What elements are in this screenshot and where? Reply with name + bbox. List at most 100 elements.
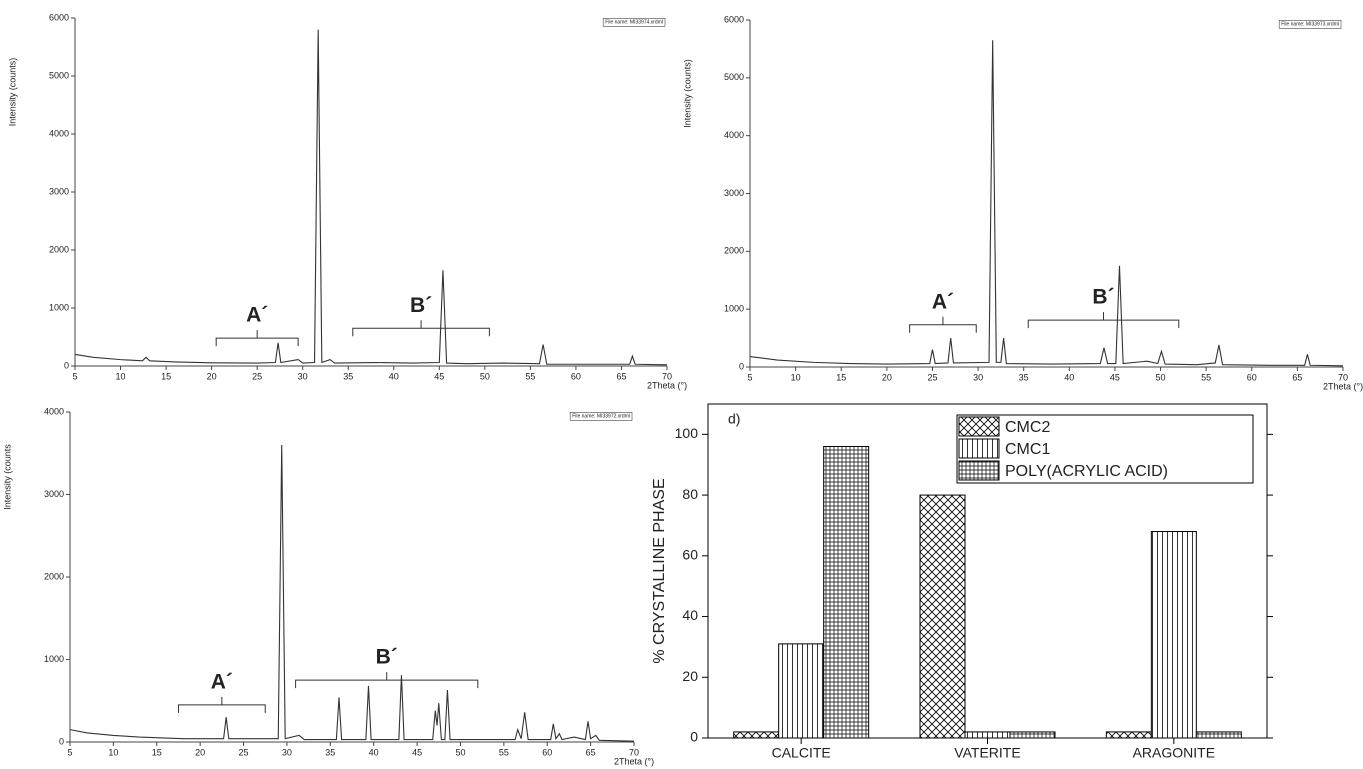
x-tick-label: 15 (836, 372, 846, 382)
y-tick-label: 6000 (724, 14, 744, 24)
y-tick-label: 1000 (49, 302, 69, 312)
x-tick-label: 70 (629, 747, 639, 757)
bar (733, 731, 780, 739)
x-tick-label: 10 (791, 372, 801, 382)
x-tick-label: 35 (1019, 372, 1029, 382)
annotation: A´ (932, 290, 954, 313)
legend-label: CMC1 (1005, 441, 1050, 458)
x-tick-label: 30 (282, 747, 292, 757)
legend-swatch (958, 460, 1000, 481)
bracket (215, 330, 299, 347)
bracket (295, 672, 479, 689)
x-tick-label: 25 (927, 372, 937, 382)
x-tick-label: 20 (195, 747, 205, 757)
x-tick-label: 65 (586, 747, 596, 757)
y-tick-label: 40 (682, 607, 698, 623)
x-tick-label: 20 (207, 371, 217, 381)
legend-swatch (958, 438, 1000, 459)
y-tick-label: 0 (739, 361, 744, 371)
x-tick-label: 55 (1201, 372, 1211, 382)
y-tick-label: 3000 (49, 186, 69, 196)
x-tick-label: 20 (882, 372, 892, 382)
x-axis-label: 2Theta (°) (1323, 381, 1363, 391)
annotation: A´ (211, 670, 233, 693)
legend-box (956, 414, 1254, 484)
file-label: File name: MI33974.xrdml (605, 19, 663, 25)
x-tick-label: 50 (480, 371, 490, 381)
bar (919, 494, 966, 739)
y-tick-label: 1000 (724, 304, 744, 314)
y-tick-label: 1000 (44, 654, 64, 664)
bar (1150, 531, 1197, 739)
xrd-line (74, 29, 668, 366)
y-tick-label: 2000 (724, 246, 744, 256)
x-tick-label: 35 (325, 747, 335, 757)
x-axis-label: 2Theta (°) (614, 756, 654, 766)
x-axis-label: 2Theta (°) (647, 380, 687, 390)
x-tick-label: 5 (72, 371, 77, 381)
bracket (352, 320, 490, 337)
y-axis-label: % CRYSTALLINE PHASE (651, 478, 668, 663)
y-tick-label: 5000 (724, 72, 744, 82)
x-tick-label: 25 (239, 747, 249, 757)
file-label-box (602, 18, 666, 27)
x-tick-label: 40 (369, 747, 379, 757)
bar (823, 446, 870, 739)
y-tick-label: 20 (682, 668, 698, 684)
xrd-line (749, 40, 1344, 367)
x-tick-label: 45 (412, 747, 422, 757)
x-tick-label: 45 (1110, 372, 1120, 382)
legend-label: POLY(ACRYLIC ACID) (1005, 463, 1168, 480)
file-label: File name: MI33973.xrdml (1281, 21, 1339, 27)
file-label-box (1278, 20, 1342, 29)
x-tick-label: 25 (252, 371, 262, 381)
y-tick-label: 2000 (44, 571, 64, 581)
bar (964, 731, 1011, 739)
y-tick-label: 4000 (49, 128, 69, 138)
x-tick-label: 10 (108, 747, 118, 757)
annotation: B´ (376, 646, 398, 669)
x-tick-label: 50 (455, 747, 465, 757)
x-tick-label: 15 (161, 371, 171, 381)
x-tick-label: 30 (298, 371, 308, 381)
x-tick-label: 15 (152, 747, 162, 757)
x-tick-label: 60 (542, 747, 552, 757)
bar (778, 643, 825, 739)
y-tick-label: 2000 (49, 244, 69, 254)
y-tick-label: 0 (690, 729, 698, 745)
x-tick-label: CALCITE (772, 745, 831, 761)
x-tick-label: 5 (67, 747, 72, 757)
panel-label: d) (728, 411, 740, 427)
y-tick-label: 60 (682, 547, 698, 563)
y-tick-label: 0 (59, 736, 64, 746)
x-tick-label: 30 (973, 372, 983, 382)
annotation: A´ (246, 304, 268, 327)
x-tick-label: ARAGONITE (1133, 745, 1215, 761)
x-tick-label: 55 (499, 747, 509, 757)
legend-label: CMC2 (1005, 419, 1050, 436)
x-tick-label: 10 (116, 371, 126, 381)
bracket (1027, 312, 1180, 329)
x-tick-label: 65 (616, 371, 626, 381)
y-tick-label: 3000 (44, 489, 64, 499)
annotation: B´ (410, 294, 432, 317)
x-tick-label: 65 (1292, 372, 1302, 382)
x-tick-label: 55 (525, 371, 535, 381)
bar (1105, 731, 1152, 739)
x-tick-label: 70 (1338, 372, 1348, 382)
xrd-line (69, 444, 635, 742)
file-label: File name: MI33972.xrdml (572, 413, 630, 419)
bar (1195, 731, 1242, 739)
y-axis-label: Intensity (counts) (7, 58, 17, 127)
x-tick-label: 5 (747, 372, 752, 382)
y-axis-label: Intensity (counts (2, 444, 12, 510)
y-tick-label: 100 (675, 425, 699, 441)
x-tick-label: 40 (1064, 372, 1074, 382)
annotation: B´ (1092, 286, 1114, 309)
y-tick-label: 80 (682, 486, 698, 502)
x-tick-label: 50 (1156, 372, 1166, 382)
x-tick-label: 60 (571, 371, 581, 381)
bracket (177, 696, 266, 713)
x-tick-label: VATERITE (954, 745, 1020, 761)
